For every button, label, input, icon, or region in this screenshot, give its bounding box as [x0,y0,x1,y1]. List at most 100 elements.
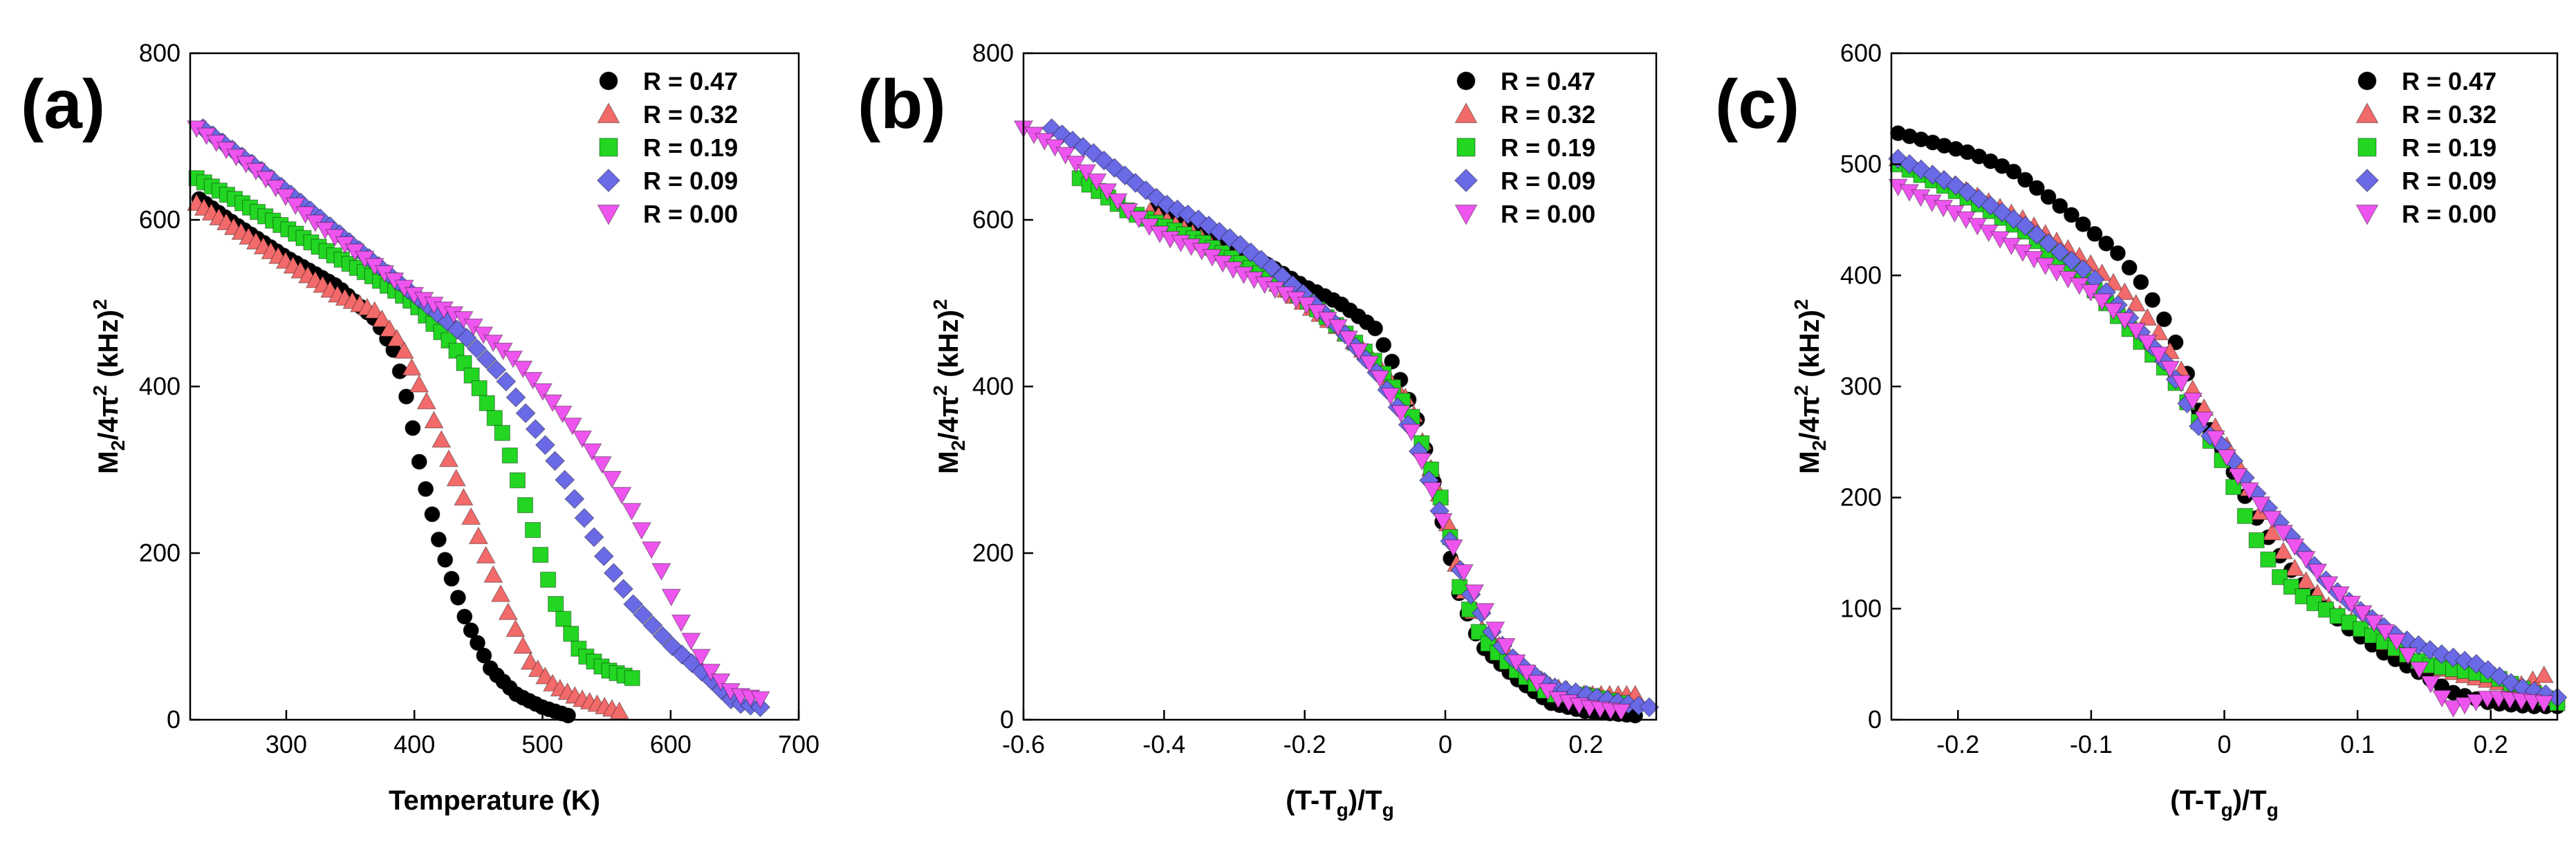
data-point [2387,633,2407,651]
legend-label: R = 0.09 [2402,167,2496,195]
y-tick-label: 400 [972,372,1014,400]
x-axis-label: Temperature (K) [389,785,600,816]
data-point [476,647,492,664]
legend-label: R = 0.19 [1501,133,1595,162]
data-point [2296,570,2316,589]
data-point [2239,482,2259,501]
data-point [1066,156,1086,174]
legend-entry: R = 0.00 [597,200,738,228]
legend-label: R = 0.00 [1501,200,1595,228]
data-point [416,391,436,410]
data-point [642,615,663,636]
data-point [2262,510,2282,529]
data-point [622,503,642,521]
data-point [2086,225,2103,242]
y-axis-label: M2/4π2 (kHz)2 [1790,299,1830,474]
data-point [651,563,671,581]
data-point [2092,293,2112,311]
data-point [394,341,414,359]
legend-entry: R = 0.00 [1454,200,1595,228]
data-point [1360,355,1380,373]
data-point [2319,576,2339,595]
data-point [572,430,593,449]
data-point [2296,551,2316,569]
data-point [2038,233,2059,254]
data-point [1443,539,1463,557]
data-point [496,371,517,392]
data-point [1423,482,1443,500]
legend-entry: R = 0.32 [597,100,738,129]
data-point [2409,661,2429,680]
legend-marker [2355,102,2379,124]
data-point [2050,241,2070,263]
legend-marker [1454,102,1478,124]
data-point [1517,664,1537,682]
x-tick-label: 0.1 [2340,730,2375,758]
y-tick-label: 0 [1000,705,1014,734]
legend-entry: R = 0.19 [1456,133,1595,162]
x-tick-label: -0.6 [1002,730,1045,758]
legend-label: R = 0.09 [643,167,738,195]
y-axis-label: M2/4π2 (kHz)2 [929,299,969,474]
data-point [1328,319,1349,337]
y-tick-label: 600 [1840,39,1882,67]
legend-label: R = 0.47 [643,67,738,95]
y-tick-label: 0 [1868,705,1882,734]
data-point [1366,320,1384,337]
legend-marker [2357,138,2377,157]
data-point [483,565,503,583]
data-point [1349,343,1369,361]
data-point [609,701,629,720]
data-point [2271,569,2288,586]
legend: R = 0.47 R = 0.32 R = 0.19 R = 0.09 R = 0.00 [596,67,738,228]
data-point [2115,312,2135,330]
data-point [2075,216,2091,232]
series-r-0-00 [1888,178,2554,718]
data-point [2284,538,2305,557]
legend-label: R = 0.32 [1501,100,1595,129]
data-point [691,649,711,667]
legend-label: R = 0.32 [643,100,738,129]
data-point [2137,334,2158,353]
legend-marker [597,204,620,225]
data-point [652,626,673,646]
data-point [512,636,533,654]
data-point [471,380,488,397]
legend-label: R = 0.47 [1501,67,1595,95]
y-axis-label: M2/4π2 (kHz)2 [89,299,129,474]
data-point [528,659,548,678]
data-point [535,435,555,456]
legend-label: R = 0.00 [643,200,738,228]
legend-entry: R = 0.09 [596,167,738,195]
data-point [501,447,518,464]
legend-entry: R = 0.32 [1454,100,1595,129]
data-point [456,355,472,371]
data-point [454,487,474,506]
legend-marker [1454,204,1478,225]
legend-marker [596,168,621,193]
legend-marker [1456,71,1476,91]
data-point [2015,216,2036,236]
series-r-0-47 [1149,199,1644,724]
legend-marker [599,138,618,157]
data-point [2353,605,2373,623]
data-point [624,670,640,687]
data-point [2126,293,2146,312]
data-point [506,387,526,408]
legend-label: R = 0.19 [643,133,738,162]
chart-panel-c: (c) 0 100 200 300 400 500 600 -0.2 -0.1 0 0.1 0.2 (T-… [1715,39,2568,821]
data-point [582,443,602,461]
legend-entry: R = 0.09 [2355,167,2496,195]
data-point [256,171,276,189]
series-layer [1013,118,1660,724]
data-point [671,614,692,633]
data-point [476,545,496,563]
data-point [286,197,306,216]
data-point [611,487,632,505]
chart-panel-a: (a) 0 200 400 600 800 300 400 500 600 700 Temperatu… [21,39,819,816]
data-point [661,588,681,607]
data-point [701,664,721,682]
data-point [2017,171,2034,188]
data-point [2183,392,2203,411]
y-tick-label: 100 [1840,594,1882,622]
